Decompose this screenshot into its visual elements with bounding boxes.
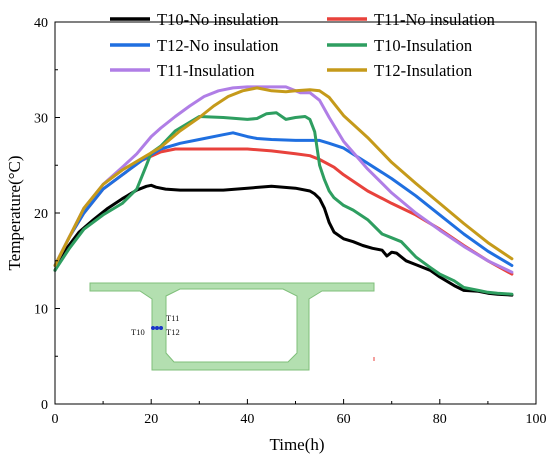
legend-label-1: T11-No insulation	[374, 10, 495, 29]
box-girder-cross-section	[89, 282, 375, 371]
x-tick-label: 100	[526, 412, 547, 427]
inset-label-t10: T10	[131, 327, 145, 337]
y-tick-label: 0	[41, 398, 48, 413]
x-axis-label: Time(h)	[269, 435, 324, 454]
series-line-4	[53, 85, 514, 274]
inset-label-t11: T11	[166, 313, 179, 323]
series-lines	[53, 85, 514, 297]
x-tick-label: 40	[240, 412, 254, 427]
sensor-dot-t10	[151, 326, 155, 330]
x-tick-label: 60	[337, 412, 351, 427]
legend-label-2: T12-No insulation	[157, 36, 278, 55]
series-line-5	[53, 86, 514, 267]
y-tick-label: 10	[34, 303, 48, 318]
x-tick-label: 80	[433, 412, 447, 427]
legend-label-4: T11-Insulation	[157, 61, 254, 80]
series-line-2	[53, 131, 514, 267]
y-tick-label: 20	[34, 207, 48, 222]
sensor-dot-t11	[155, 326, 159, 330]
legend-label-3: T10-Insulation	[374, 36, 472, 55]
series-line-3	[53, 111, 514, 296]
cross-section-inset: T11 T10 T12	[89, 282, 375, 371]
legend-label-5: T12-Insulation	[374, 61, 472, 80]
y-tick-label: 30	[34, 112, 48, 127]
y-tick-label: 40	[34, 16, 48, 31]
legend: T10-No insulation T11-No insulation T12-No…	[110, 10, 495, 80]
axes: 0 20 40 60 80 100 0 10 20 30 40	[34, 16, 547, 427]
y-axis-label: Temperature(°C)	[5, 155, 24, 270]
x-tick-label: 0	[52, 412, 59, 427]
series-line-0	[53, 183, 514, 297]
sensor-dot-t12	[159, 326, 163, 330]
legend-label-0: T10-No insulation	[157, 10, 278, 29]
x-tick-label: 20	[144, 412, 158, 427]
inset-label-t12: T12	[166, 327, 180, 337]
